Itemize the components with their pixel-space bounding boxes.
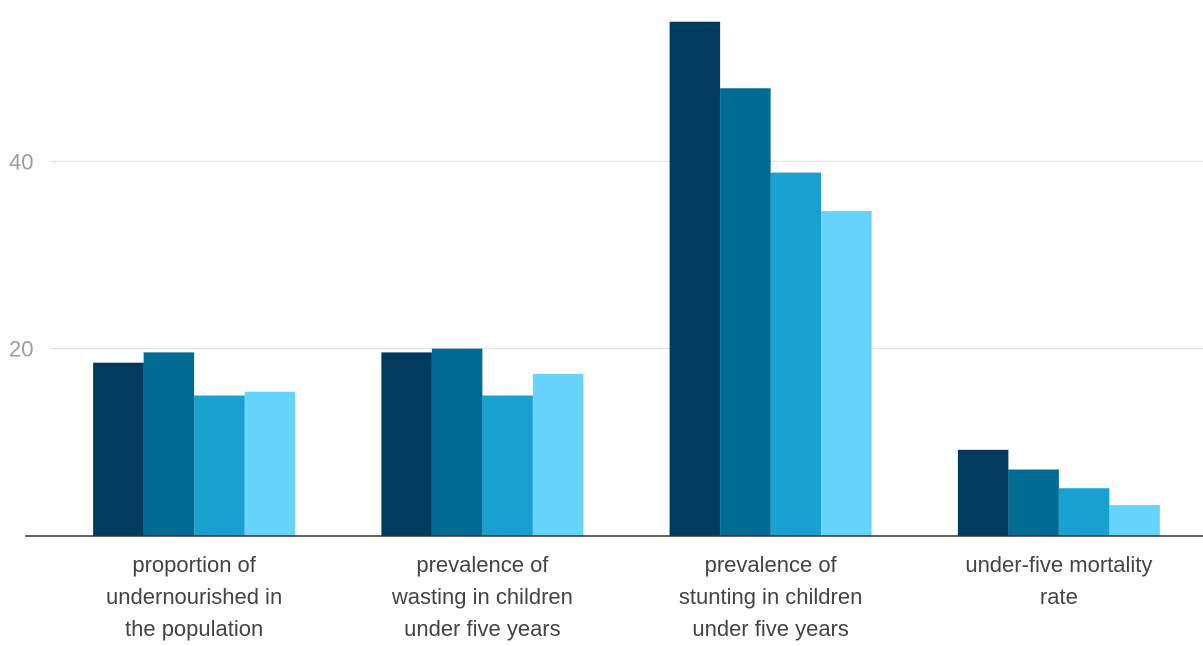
bar-series3-cat4 [1058,488,1110,536]
bar-series3-cat3 [770,172,822,537]
y-tick-label: 40 [9,149,33,174]
bar-series3-cat1 [194,395,245,536]
category-label-line: under five years [404,616,561,641]
category-label-line: the population [125,616,263,641]
bar-series2-cat1 [143,352,195,536]
category-labels: proportion of undernourished in the popula… [106,552,1152,641]
category-label: prevalence of stunting in children under f… [679,552,862,641]
bar-series3-cat2 [482,395,533,536]
category-label-line: under five years [692,616,849,641]
bar-series1-cat2 [381,352,432,536]
category-label-line: proportion of [132,552,256,577]
category-label: proportion of undernourished in the popula… [106,552,282,641]
bar-series4-cat4 [1109,505,1160,536]
category-label-line: prevalence of [416,552,549,577]
bar-series1-cat4 [957,449,1009,536]
category-label-line: prevalence of [705,552,838,577]
gridlines [50,160,1203,350]
bar-series2-cat3 [720,88,771,536]
category-label-line: undernourished in [106,584,282,609]
bar-series4-cat3 [821,210,872,536]
bar-series4-cat1 [244,391,296,536]
bar-series1-cat3 [669,21,721,537]
category-label-line: wasting in children [391,584,573,609]
category-label-line: rate [1040,584,1078,609]
bar-series4-cat2 [532,373,584,536]
bar-series2-cat4 [1008,469,1059,536]
y-tick-label: 20 [9,337,33,362]
category-label-line: stunting in children [679,584,862,609]
category-label: prevalence of wasting in children under fi… [391,552,573,641]
bar-series1-cat1 [93,362,144,536]
bar-series2-cat2 [431,348,483,536]
category-label-line: under-five mortality [965,552,1152,577]
bars [93,21,1160,537]
category-label: under-five mortality rate [965,552,1152,609]
